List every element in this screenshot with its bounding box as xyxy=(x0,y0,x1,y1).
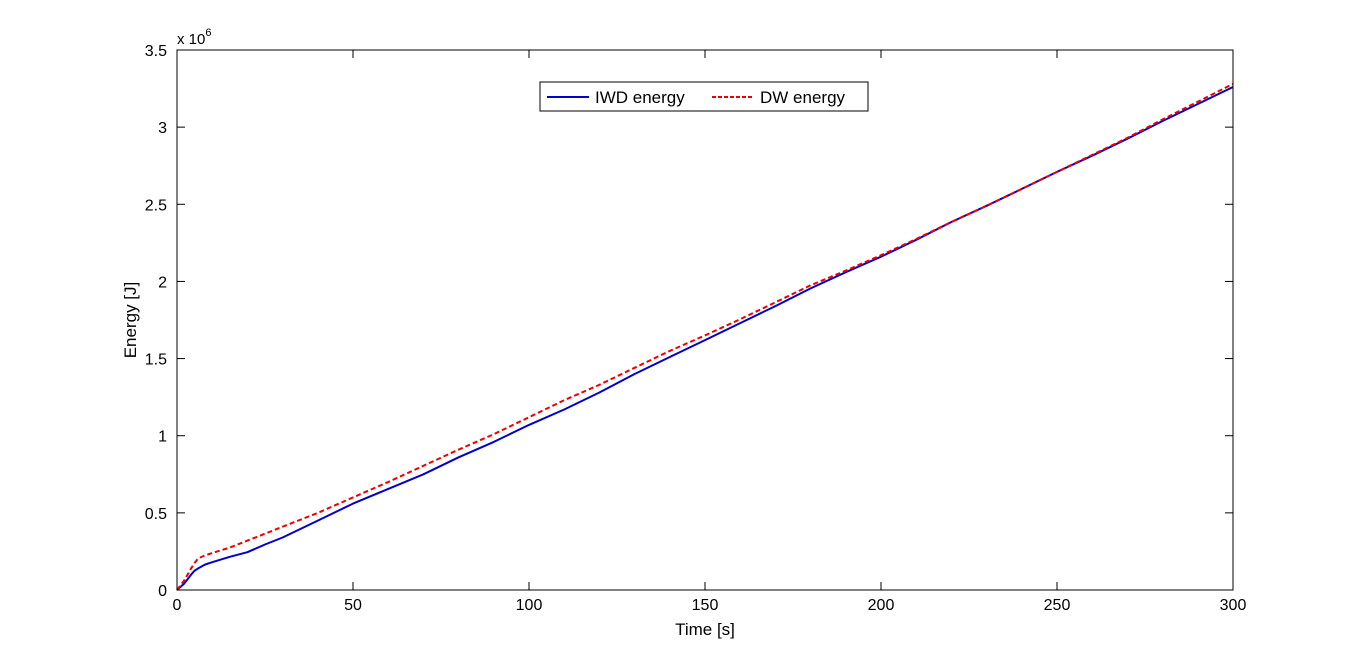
x-tick-label-3: 150 xyxy=(692,597,719,614)
x-tick-label-1: 50 xyxy=(344,597,362,614)
axis-ticks xyxy=(176,49,1234,591)
y-axis-title: Energy [J] xyxy=(121,282,140,359)
x-axis-title: Time [s] xyxy=(675,620,735,639)
x-tick-label-2: 100 xyxy=(516,597,543,614)
y-tick-label-7: 3.5 xyxy=(145,43,167,60)
y-exponent-power: 6 xyxy=(205,27,211,39)
x-tick-label-0: 0 xyxy=(173,597,182,614)
plot-lines xyxy=(176,83,1234,591)
y-tick-label-1: 0.5 xyxy=(145,506,167,523)
legend: IWD energy DW energy xyxy=(539,81,869,112)
y-exponent-base: x 10 xyxy=(177,31,205,48)
y-exponent-label: x 106 xyxy=(177,27,211,48)
y-tick-label-5: 2.5 xyxy=(145,197,167,214)
y-tick-label-0: 0 xyxy=(158,583,167,600)
x-tick-label-6: 300 xyxy=(1220,597,1247,614)
y-tick-label-4: 2 xyxy=(158,274,167,291)
y-tick-label-2: 1 xyxy=(158,429,167,446)
axis-tick-labels: 0 50 100 150 200 250 300 0 0.5 1 1.5 2 2.5 3 3.5 xyxy=(145,43,1247,614)
legend-box xyxy=(539,81,869,112)
series-line-dw-energy xyxy=(176,83,1234,591)
legend-label-dw: DW energy xyxy=(760,88,846,107)
y-tick-label-6: 3 xyxy=(158,120,167,137)
y-tick-label-3: 1.5 xyxy=(145,352,167,369)
legend-label-iwd: IWD energy xyxy=(595,88,685,107)
x-tick-label-5: 250 xyxy=(1044,597,1071,614)
x-tick-label-4: 200 xyxy=(868,597,895,614)
